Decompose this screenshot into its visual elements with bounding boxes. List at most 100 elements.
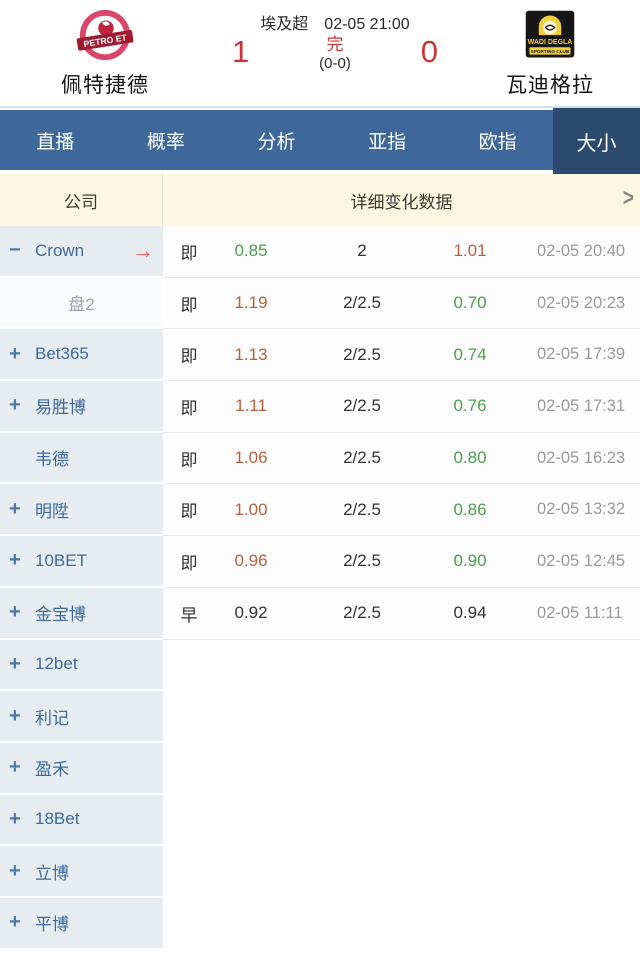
- company-cell[interactable]: + 盈禾: [0, 742, 163, 795]
- company-name: 利记: [35, 708, 69, 728]
- home-score: 1: [232, 34, 250, 69]
- table-row: + 易胜博 即 1.11 2/2.5 0.76 02-05 17:31: [0, 381, 640, 433]
- update-time: 02-05 16:23: [537, 448, 626, 467]
- over-odds: 1.00: [234, 499, 268, 519]
- table-row: + 利记: [0, 691, 640, 743]
- table-row: + 立博: [0, 846, 640, 898]
- odds-tag: 即: [180, 502, 198, 522]
- expander-icon[interactable]: +: [9, 601, 21, 624]
- company-cell[interactable]: − Crown →: [0, 226, 163, 278]
- home-team-name: 佩特捷德: [61, 74, 149, 97]
- away-team-block: WADI DEGLA SPORTING CLUB 瓦迪格拉: [460, 0, 640, 106]
- expander-icon[interactable]: +: [9, 756, 21, 779]
- odds-cells: 即 1.13 2/2.5 0.74 02-05 17:39: [163, 329, 640, 382]
- handicap-line: 2/2.5: [343, 293, 381, 313]
- away-score: 0: [420, 34, 438, 69]
- match-info: 埃及超 02-05 21:00 1 完 (0-0) 0: [210, 0, 460, 106]
- arrow-right-icon[interactable]: →: [132, 237, 154, 263]
- company-cell[interactable]: + 易胜博: [0, 381, 163, 433]
- expander-icon[interactable]: +: [9, 807, 21, 830]
- handicap-line: 2/2.5: [343, 448, 381, 468]
- company-cell[interactable]: 盘2: [0, 277, 163, 330]
- home-team-logo: PETRO ET: [75, 6, 135, 66]
- odds-cells: [163, 794, 640, 847]
- expander-icon[interactable]: +: [9, 859, 21, 882]
- table-row: − Crown → 即 0.85 2 1.01 02-05 20:40: [0, 226, 640, 278]
- expander-icon[interactable]: +: [9, 342, 21, 365]
- under-odds: 0.94: [453, 603, 487, 623]
- odds-cells: [163, 846, 640, 898]
- tab-over-under-active[interactable]: 大小: [553, 108, 640, 174]
- odds-cells: [163, 897, 640, 950]
- odds-cells: 即 0.85 2 1.01 02-05 20:40: [163, 226, 640, 278]
- update-time: 02-05 20:23: [537, 293, 626, 312]
- over-odds: 1.06: [234, 448, 268, 468]
- expander-icon[interactable]: +: [9, 704, 21, 727]
- chevron-right-icon[interactable]: >: [622, 185, 634, 212]
- company-cell[interactable]: + 利记: [0, 691, 163, 743]
- score-line: 1 完 (0-0) 0: [210, 35, 460, 73]
- company-name: 盘2: [68, 295, 95, 315]
- expander-icon[interactable]: +: [9, 394, 21, 417]
- company-cell[interactable]: + 18Bet: [0, 794, 163, 847]
- table-row: + 10BET 即 0.96 2/2.5 0.90 02-05 12:45: [0, 536, 640, 588]
- company-name: 盈禾: [35, 760, 69, 780]
- update-time: 02-05 13:32: [537, 500, 626, 519]
- match-status-block: 完 (0-0): [319, 35, 351, 73]
- odds-tag: 即: [180, 553, 198, 573]
- handicap-line: 2/2.5: [343, 344, 381, 364]
- under-odds: 0.74: [453, 344, 487, 364]
- under-odds: 0.80: [453, 448, 487, 468]
- company-cell[interactable]: + 立博: [0, 846, 163, 898]
- nav-bar: 直播 概率 分析 亚指 欧指: [0, 110, 553, 170]
- tab-live[interactable]: 直播: [36, 131, 75, 153]
- expander-icon[interactable]: +: [9, 497, 21, 520]
- update-time: 02-05 17:31: [537, 396, 626, 415]
- company-name: 立博: [35, 863, 69, 883]
- company-name: 12bet: [35, 654, 78, 674]
- odds-tag: 即: [180, 243, 198, 263]
- company-cell[interactable]: + 明陞: [0, 484, 163, 537]
- over-odds: 1.13: [234, 344, 268, 364]
- expander-icon[interactable]: +: [9, 652, 21, 675]
- table-row: 盘2 即 1.19 2/2.5 0.70 02-05 20:23: [0, 277, 640, 330]
- over-odds: 0.92: [234, 603, 268, 623]
- odds-cells: 即 1.06 2/2.5 0.80 02-05 16:23: [163, 432, 640, 485]
- match-status: 完: [326, 35, 344, 54]
- company-cell[interactable]: + 10BET: [0, 536, 163, 588]
- company-cell[interactable]: + 金宝博: [0, 587, 163, 640]
- table-row: + 盈禾: [0, 742, 640, 795]
- odds-cells: 即 1.00 2/2.5 0.86 02-05 13:32: [163, 484, 640, 537]
- company-name: 韦德: [35, 450, 69, 470]
- update-time: 02-05 20:40: [537, 241, 626, 260]
- expander-icon[interactable]: −: [9, 239, 21, 262]
- update-time: 02-05 17:39: [537, 345, 626, 364]
- kickoff-time: 02-05 21:00: [324, 16, 410, 33]
- company-cell[interactable]: + Bet365: [0, 329, 163, 382]
- company-cell[interactable]: + 平博: [0, 897, 163, 950]
- company-cell[interactable]: 韦德: [0, 432, 163, 485]
- tab-euro-odds[interactable]: 欧指: [478, 131, 517, 153]
- tab-analysis[interactable]: 分析: [257, 131, 296, 153]
- away-team-name: 瓦迪格拉: [506, 74, 594, 97]
- company-name: 平博: [35, 915, 69, 935]
- expander-icon[interactable]: +: [9, 911, 21, 934]
- expander-icon[interactable]: +: [9, 549, 21, 572]
- under-odds: 0.86: [453, 499, 487, 519]
- tab-probability[interactable]: 概率: [146, 131, 185, 153]
- handicap-line: 2: [357, 241, 367, 261]
- tab-asian-handicap[interactable]: 亚指: [368, 131, 407, 153]
- odds-tag: 即: [180, 450, 198, 470]
- under-odds: 0.76: [453, 396, 487, 416]
- column-header-company: 公司: [0, 174, 163, 226]
- header-divider: [0, 106, 640, 108]
- company-cell[interactable]: + 12bet: [0, 639, 163, 692]
- table-row: + 金宝博 早 0.92 2/2.5 0.94 02-05 11:11: [0, 587, 640, 640]
- odds-cells: 即 1.11 2/2.5 0.76 02-05 17:31: [163, 381, 640, 433]
- company-name: 明陞: [35, 501, 69, 521]
- over-odds: 1.19: [234, 293, 268, 313]
- handicap-line: 2/2.5: [343, 499, 381, 519]
- odds-cells: [163, 742, 640, 795]
- update-time: 02-05 12:45: [537, 551, 626, 570]
- handicap-line: 2/2.5: [343, 551, 381, 571]
